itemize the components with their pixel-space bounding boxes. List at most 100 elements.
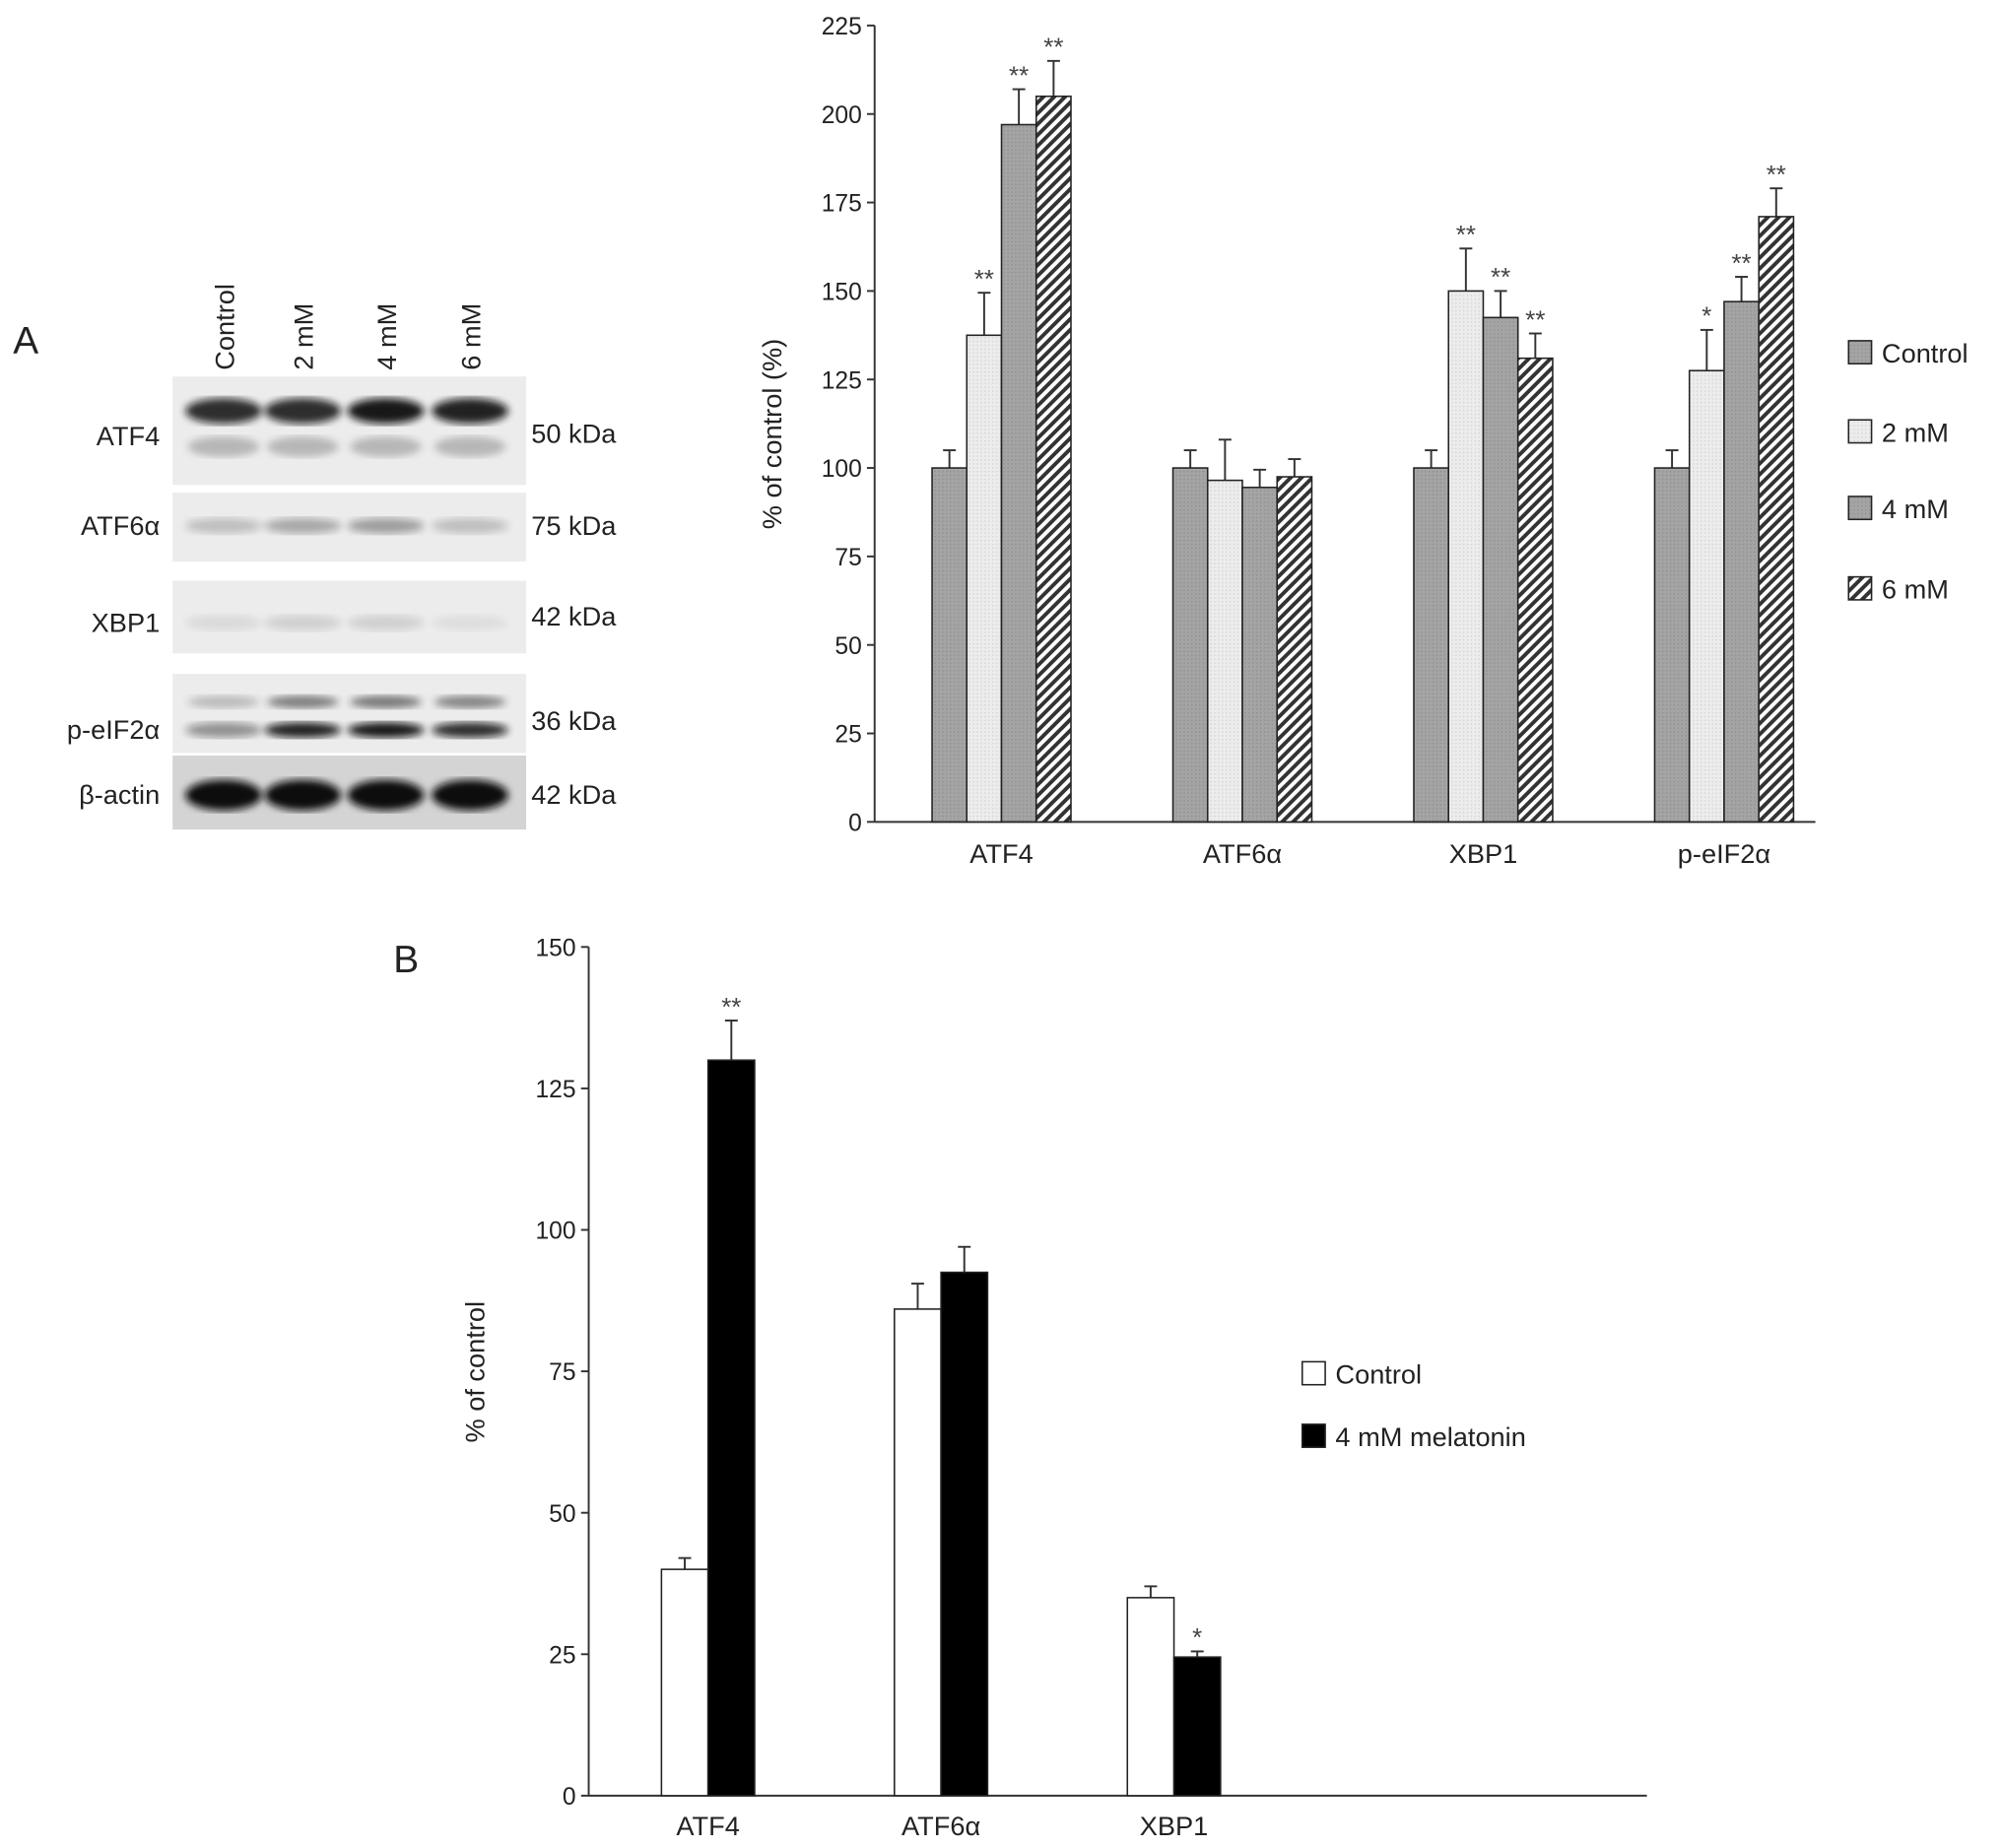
blot-band — [432, 779, 508, 811]
lane-label: 4 mM — [371, 303, 402, 370]
bar — [706, 1059, 756, 1797]
blot-band — [187, 436, 260, 457]
category-label: ATF6α — [1203, 838, 1282, 869]
y-tick-label: 25 — [834, 722, 861, 749]
significance-marker: ** — [1731, 250, 1751, 278]
chart-b: 0 25 50 75 100 125 150 % of control ATF4 ** ATF6α X… — [459, 935, 1647, 1841]
y-tick-label: 175 — [822, 191, 862, 218]
blot-size-label: 36 kDa — [531, 705, 617, 736]
legend-swatch — [1301, 1423, 1326, 1448]
bar — [1206, 479, 1243, 824]
blot-band — [264, 722, 342, 738]
y-axis-label: % of control (%) — [757, 339, 787, 529]
blot-band — [434, 695, 506, 709]
bar — [1171, 467, 1209, 824]
category-label: XBP1 — [1140, 1811, 1209, 1841]
blot-protein-label: ATF4 — [97, 421, 160, 451]
blot-band — [264, 398, 342, 425]
panel-label-b: B — [393, 939, 419, 981]
blot-band — [432, 722, 508, 738]
bar — [1482, 316, 1519, 824]
blot-protein-label: XBP1 — [92, 607, 161, 637]
bar — [1172, 1656, 1222, 1797]
y-tick-label: 100 — [822, 456, 862, 483]
y-tick-label: 125 — [536, 1077, 576, 1103]
legend-swatch — [1847, 575, 1873, 601]
bar — [1126, 1597, 1175, 1797]
bar — [894, 1308, 942, 1797]
blot-band — [347, 518, 425, 534]
category-label: ATF4 — [969, 838, 1033, 869]
lane-label: 2 mM — [289, 303, 319, 370]
significance-marker: ** — [1525, 306, 1545, 334]
legend-label: Control — [1882, 338, 1969, 368]
blot-band — [432, 518, 508, 534]
blot-band — [267, 436, 339, 457]
blot-size-label: 50 kDa — [531, 419, 617, 449]
blot-size-label: 42 kDa — [531, 601, 617, 631]
blot-band — [185, 779, 262, 811]
blot-band — [185, 722, 262, 738]
y-tick-label: 50 — [549, 1501, 575, 1528]
y-tick-label: 75 — [549, 1359, 575, 1386]
y-tick-label: 0 — [848, 810, 862, 836]
bar — [1000, 123, 1037, 824]
legend-label: 4 mM — [1882, 494, 1949, 524]
bar — [1758, 216, 1795, 824]
y-tick-label: 150 — [536, 935, 576, 961]
significance-marker: ** — [721, 994, 741, 1022]
y-tick-label: 50 — [834, 633, 861, 660]
bar — [1276, 476, 1313, 824]
blot-band — [185, 518, 262, 534]
y-axis-label: % of control — [459, 1301, 490, 1443]
bar — [660, 1568, 709, 1797]
bar — [1413, 467, 1450, 824]
category-label: XBP1 — [1449, 838, 1518, 869]
significance-marker: ** — [1491, 264, 1510, 292]
blot-band — [434, 436, 506, 457]
legend-swatch — [1847, 495, 1873, 521]
legend-label: 4 mM melatonin — [1335, 1421, 1525, 1452]
legend-swatch — [1847, 419, 1873, 444]
blot-band — [267, 695, 339, 709]
bar — [1688, 369, 1725, 824]
lane-label: 6 mM — [455, 303, 486, 370]
y-tick-label: 25 — [549, 1642, 575, 1669]
blot-band — [185, 398, 262, 425]
y-tick-label: 150 — [822, 279, 862, 305]
significance-marker: ** — [1767, 162, 1786, 189]
y-tick-label: 225 — [822, 14, 862, 40]
significance-marker: ** — [1456, 222, 1476, 249]
blot-band — [264, 779, 342, 811]
y-tick-label: 0 — [563, 1784, 576, 1811]
panel-label-a: A — [13, 320, 38, 363]
bar — [1516, 357, 1554, 824]
category-label: ATF6α — [901, 1811, 980, 1841]
blot-band — [185, 615, 262, 631]
legend-label: Control — [1335, 1358, 1422, 1389]
blot-protein-label: ATF6α — [81, 510, 160, 541]
blot-band — [350, 436, 422, 457]
bar — [1447, 290, 1485, 824]
significance-marker: * — [1702, 303, 1711, 331]
bar — [931, 467, 968, 824]
blot-band — [432, 398, 508, 425]
blot-band — [264, 518, 342, 534]
y-tick-label: 75 — [834, 545, 861, 571]
category-label: p-eIF2α — [1678, 838, 1770, 869]
y-tick-label: 200 — [822, 102, 862, 129]
category-label: ATF4 — [676, 1811, 739, 1841]
blot-strip — [172, 376, 527, 486]
blot-protein-label: β-actin — [79, 779, 160, 810]
blot-band — [347, 398, 425, 425]
legend-label: 2 mM — [1882, 417, 1949, 447]
blot-band — [347, 779, 425, 811]
blot-band — [264, 615, 342, 631]
blot-size-label: 42 kDa — [531, 779, 617, 810]
chart-a: 0 25 50 75 100 125 150 175 200 225 % of control (%… — [757, 14, 1968, 869]
blot-size-label: 75 kDa — [531, 510, 617, 541]
lane-label: Control — [209, 284, 239, 370]
blot-strip — [172, 674, 527, 754]
significance-marker: ** — [1009, 62, 1029, 90]
